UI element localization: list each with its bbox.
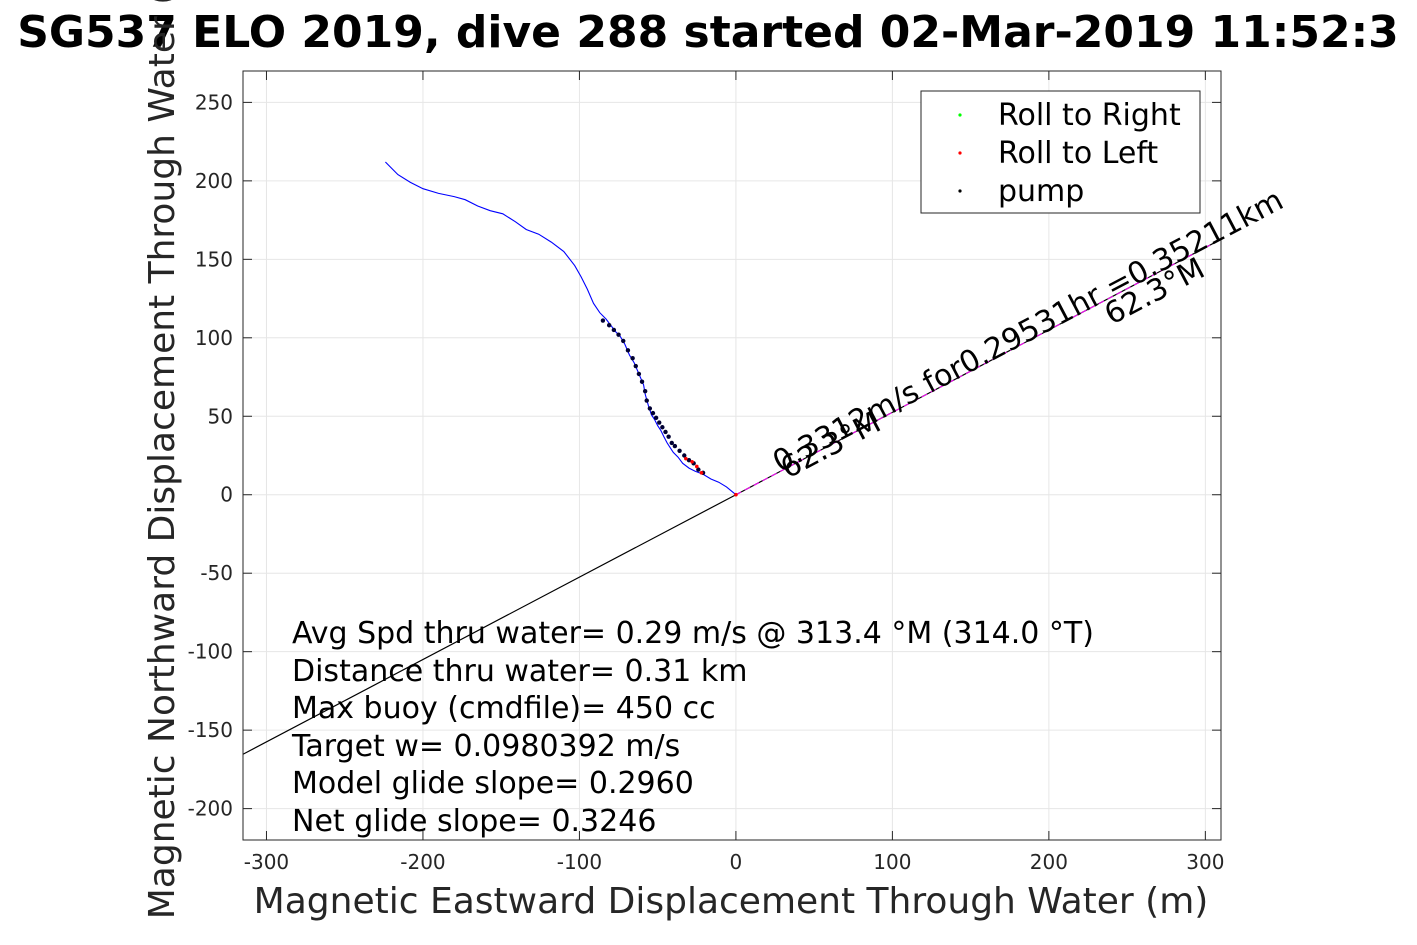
roll-left-point — [694, 464, 699, 469]
pump-point — [642, 388, 648, 394]
pump-point — [653, 415, 659, 421]
x-axis-label: Magnetic Eastward Displacement Through W… — [254, 881, 1209, 922]
info-model-glide-slope: Model glide slope= 0.2960 — [292, 766, 694, 801]
legend-marker-roll-right — [958, 113, 962, 117]
pump-point — [639, 379, 645, 384]
y-tick-label: 150 — [195, 247, 233, 271]
pump-point — [669, 440, 674, 446]
pump-point — [625, 348, 631, 353]
pump-point — [636, 371, 642, 377]
info-avg-speed: Avg Spd thru water= 0.29 m/s @ 313.4 °M … — [292, 616, 1094, 651]
pump-point — [686, 458, 692, 463]
info-net-glide-slope: Net glide slope= 0.3246 — [292, 804, 656, 839]
legend-label-roll-left: Roll to Left — [998, 136, 1158, 171]
x-tick-label: -100 — [557, 850, 602, 874]
roll-left-point — [684, 456, 688, 461]
y-tick-label: -200 — [188, 797, 233, 821]
x-tick-label: 0 — [730, 850, 743, 874]
y-tick-label: 200 — [195, 169, 233, 193]
legend-label-pump: pump — [998, 174, 1084, 209]
pump-point — [682, 453, 687, 458]
y-tick-label: 0 — [220, 483, 233, 507]
y-tick-label: -50 — [200, 561, 233, 585]
x-tick-label: 200 — [1030, 850, 1068, 874]
legend-marker-roll-left — [958, 151, 962, 155]
plot-area — [243, 161, 1221, 755]
legend-marker-pump — [958, 189, 962, 193]
dive-summary: Avg Spd thru water= 0.29 m/s @ 313.4 °M … — [291, 616, 1094, 839]
grid — [243, 71, 1221, 840]
plot-frame — [242, 70, 1222, 841]
x-tick-label: 300 — [1186, 850, 1224, 874]
legend-box — [920, 90, 1201, 214]
pump-point — [650, 410, 656, 416]
pump-point — [677, 448, 682, 453]
info-max-buoy: Max buoy (cmdfile)= 450 cc — [292, 691, 716, 726]
x-tick-label: -300 — [244, 850, 289, 874]
pump-point — [606, 323, 612, 328]
y-axis-label: Magnetic Northward Displacement Through … — [142, 0, 183, 919]
pump-point — [647, 406, 653, 411]
pump-point — [657, 420, 662, 425]
legend-label-roll-right: Roll to Right — [998, 98, 1181, 133]
y-tick-label: 50 — [208, 404, 233, 428]
pump-point — [616, 332, 621, 337]
heading-line-back — [243, 494, 737, 755]
pump-point — [644, 398, 649, 403]
pump-point — [696, 467, 701, 472]
pump-point — [621, 338, 626, 344]
chart-title: SG537 ELO 2019, dive 288 started 02-Mar-… — [17, 7, 1399, 58]
y-tick-label: -100 — [188, 640, 233, 664]
pump-point — [663, 429, 668, 435]
axis-ticks: -300 -200 -100 0 100 200 300 -200 -150 -100 -50 0 50… — [188, 71, 1224, 874]
x-tick-label: -200 — [400, 850, 445, 874]
y-tick-label: 250 — [195, 90, 233, 114]
legend: Roll to Right Roll to Left pump — [920, 90, 1201, 214]
pump-point — [666, 434, 671, 439]
roll-left-point — [734, 492, 738, 497]
pump-point — [630, 355, 635, 361]
pump-point — [633, 363, 638, 369]
pump-point — [660, 425, 665, 430]
info-target-w: Target w= 0.0980392 m/s — [291, 729, 680, 764]
pump-point — [600, 318, 606, 323]
y-tick-label: -150 — [188, 718, 233, 742]
pump-point — [611, 327, 617, 333]
info-distance: Distance thru water= 0.31 km — [292, 654, 747, 689]
y-tick-label: 100 — [195, 326, 233, 350]
pump-point — [672, 443, 678, 449]
heading-line-forward-overlay — [735, 238, 1221, 496]
roll-left-point — [699, 470, 704, 475]
roll-left-point — [690, 459, 694, 464]
x-tick-label: 100 — [873, 850, 911, 874]
